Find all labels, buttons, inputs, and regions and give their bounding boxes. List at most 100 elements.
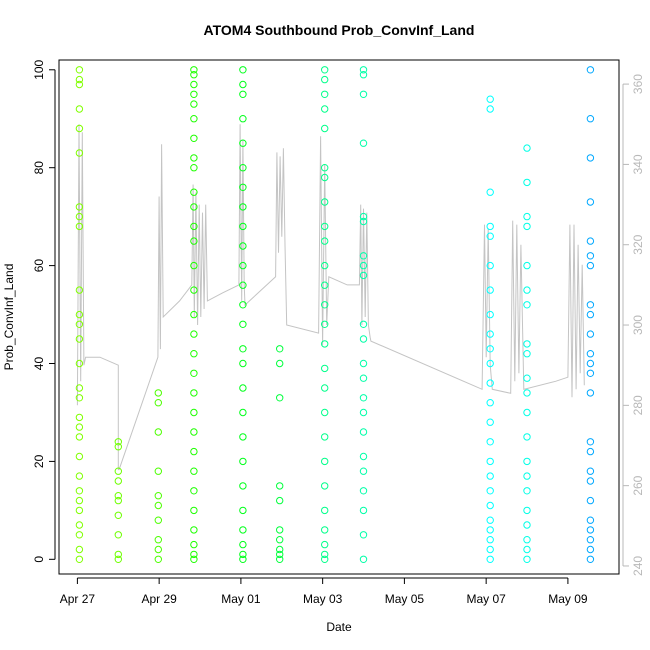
x-axis: Apr 27 Apr 29 May 01 May 03 May 05 May 07 May … [60,577,588,606]
data-point [321,173,329,182]
data-point [523,301,531,309]
data-point [75,320,84,328]
data-point [75,149,84,157]
data-point [239,550,247,559]
data-point [239,526,247,534]
data-point [359,90,368,99]
data-point [75,472,84,480]
data-point [586,545,595,554]
data-point [75,105,84,113]
data-point [359,452,368,461]
data-point [321,90,329,99]
data-point [359,271,368,280]
data-point [75,80,84,89]
data-point [114,550,123,559]
data-point [75,433,84,441]
x-tick-label: May 01 [221,592,261,606]
data-point [190,506,198,515]
data-point [190,100,198,108]
secondary-y-tick-label: 320 [631,234,645,254]
data-point [276,550,284,559]
data-point [586,477,595,485]
data-point [190,237,198,245]
data-point [276,545,284,554]
data-point [114,492,123,500]
data-point [276,536,284,544]
data-point [75,335,84,343]
x-tick-label: May 05 [385,592,425,606]
data-point [239,482,247,490]
data-point [523,555,531,563]
data-point [586,516,595,524]
data-point [359,252,368,260]
data-point [586,496,595,505]
data-point [239,222,247,231]
data-point [75,452,84,461]
data-point [486,345,494,353]
y-tick-label: 100 [32,59,46,79]
data-point [486,472,494,480]
data-point [359,506,368,515]
data-point [321,457,329,466]
data-point [75,66,84,74]
data-point [486,536,494,544]
data-point [154,516,163,524]
data-point [239,139,247,147]
data-point [190,310,198,319]
data-point [154,492,163,500]
data-point [75,423,84,431]
data-point [486,379,494,387]
data-point [486,222,494,231]
data-point [359,320,368,328]
data-point [523,472,531,480]
x-tick-label: May 03 [303,592,343,606]
secondary-y-tick-label: 260 [631,475,645,495]
data-point [586,438,595,446]
data-point [276,496,284,505]
data-point [586,389,595,397]
data-point [523,521,531,529]
data-point [190,222,198,231]
data-point [359,335,368,343]
y-tick-label: 80 [32,161,46,175]
data-point [75,359,84,368]
data-point [523,487,531,495]
data-point [523,457,531,466]
data-point [75,212,84,221]
data-point [586,198,595,206]
data-point [586,310,595,319]
data-point [114,438,123,446]
y-tick-label: 0 [32,556,46,563]
data-point [523,506,531,515]
data-point [523,350,531,358]
data-point [75,394,84,402]
data-point [239,66,247,74]
data-point [239,203,247,211]
data-point [586,526,595,534]
data-point [190,188,198,196]
data-point [190,369,198,377]
data-point [486,310,494,319]
data-point [486,438,494,446]
data-point [114,467,123,475]
data-point [486,516,494,524]
data-point [239,281,247,289]
data-point [190,66,198,74]
data-point [239,80,247,89]
data-point [586,154,595,162]
data-point [523,408,531,417]
data-point [190,540,198,549]
data-point [359,428,368,436]
data-point [359,217,368,226]
data-point [114,443,123,451]
chart-title: ATOM4 Southbound Prob_ConvInf_Land [204,22,475,38]
data-point [523,536,531,544]
data-point [321,261,329,270]
data-point [239,242,247,250]
data-point [276,526,284,534]
data-point [239,345,247,353]
data-point [239,261,247,270]
data-point [75,413,84,422]
data-point [154,536,163,544]
data-point [321,506,329,515]
